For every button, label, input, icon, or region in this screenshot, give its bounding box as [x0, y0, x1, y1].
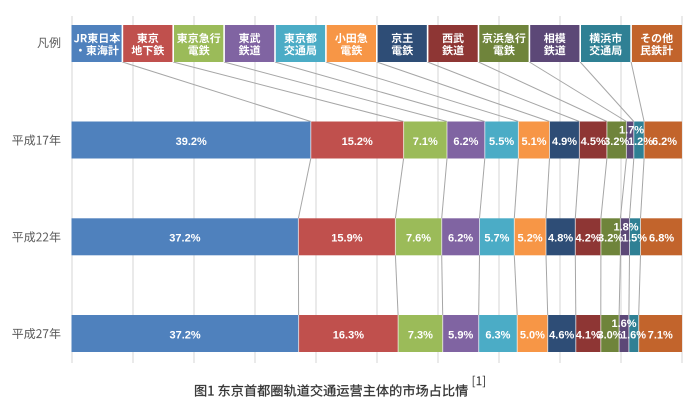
svg-text:1.2%: 1.2% [628, 136, 653, 148]
svg-text:6.2%: 6.2% [652, 136, 677, 148]
svg-text:5.2%: 5.2% [518, 233, 543, 245]
svg-text:7.3%: 7.3% [408, 329, 433, 341]
svg-text:6.2%: 6.2% [453, 136, 478, 148]
svg-text:6.3%: 6.3% [485, 329, 510, 341]
svg-text:1.7%: 1.7% [619, 125, 644, 137]
svg-text:4.8%: 4.8% [548, 233, 573, 245]
svg-text:6.8%: 6.8% [649, 233, 674, 245]
svg-text:5.0%: 5.0% [520, 329, 545, 341]
svg-text:5.9%: 5.9% [448, 329, 473, 341]
svg-text:4.2%: 4.2% [576, 233, 601, 245]
svg-text:4.5%: 4.5% [581, 136, 606, 148]
svg-text:3.2%: 3.2% [604, 136, 629, 148]
svg-text:5.7%: 5.7% [484, 233, 509, 245]
svg-text:1.8%: 1.8% [613, 222, 638, 234]
svg-text:7.6%: 7.6% [406, 233, 431, 245]
svg-text:1.5%: 1.5% [622, 233, 647, 245]
svg-text:15.9%: 15.9% [331, 233, 362, 245]
svg-text:37.2%: 37.2% [169, 233, 200, 245]
svg-text:3.0%: 3.0% [597, 329, 622, 341]
svg-text:39.2%: 39.2% [176, 136, 207, 148]
svg-text:4.9%: 4.9% [552, 136, 577, 148]
svg-text:1.6%: 1.6% [621, 329, 646, 341]
svg-text:37.2%: 37.2% [169, 329, 200, 341]
svg-text:4.6%: 4.6% [549, 329, 574, 341]
svg-text:15.2%: 15.2% [342, 136, 373, 148]
svg-text:16.3%: 16.3% [333, 329, 364, 341]
svg-text:7.1%: 7.1% [413, 136, 438, 148]
svg-text:7.1%: 7.1% [648, 329, 673, 341]
svg-text:6.2%: 6.2% [448, 233, 473, 245]
svg-text:1.6%: 1.6% [611, 318, 636, 330]
svg-text:5.5%: 5.5% [489, 136, 514, 148]
svg-text:3.2%: 3.2% [598, 233, 623, 245]
svg-text:5.1%: 5.1% [521, 136, 546, 148]
